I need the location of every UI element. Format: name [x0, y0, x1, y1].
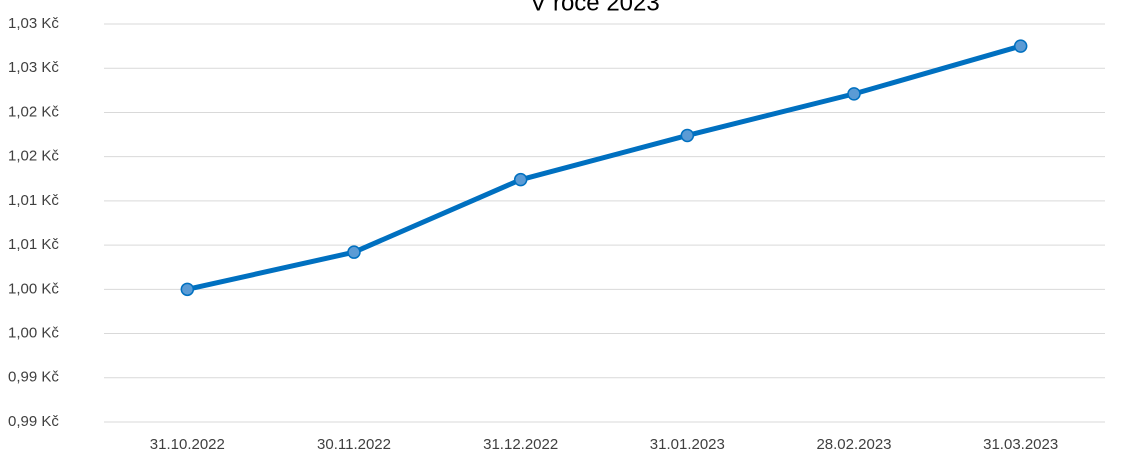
data-point — [1013, 39, 1028, 53]
y-tick-label: 1,03 Kč — [8, 15, 59, 32]
x-tick-label: 31.12.2022 — [483, 436, 558, 453]
y-tick-label: 1,02 Kč — [8, 103, 59, 120]
x-tick-label: 28.02.2023 — [816, 436, 891, 453]
x-tick-label: 31.03.2023 — [983, 436, 1058, 453]
y-tick-label: 1,01 Kč — [8, 192, 59, 209]
chart-title: V roce 2023 — [530, 0, 659, 16]
y-tick-label: 1,02 Kč — [8, 148, 59, 165]
y-tick-label: 1,00 Kč — [8, 280, 59, 297]
y-tick-label: 1,03 Kč — [8, 59, 59, 76]
x-tick-label: 31.10.2022 — [150, 436, 225, 453]
y-tick-label: 1,01 Kč — [8, 236, 59, 253]
x-tick-label: 30.11.2022 — [317, 436, 391, 453]
data-point — [347, 245, 361, 259]
y-tick-label: 1,00 Kč — [8, 325, 59, 342]
y-tick-label: 0,99 Kč — [8, 413, 59, 430]
y-tick-label: 0,99 Kč — [8, 369, 59, 386]
data-point — [180, 282, 195, 297]
x-tick-label: 31.01.2023 — [650, 436, 725, 453]
data-point — [513, 172, 528, 187]
series-line — [186, 43, 1022, 292]
data-point — [847, 87, 861, 101]
data-point — [680, 128, 695, 143]
